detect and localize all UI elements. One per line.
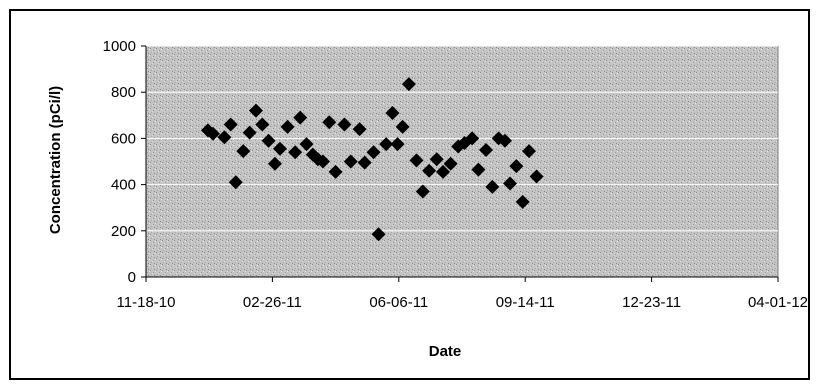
data-point: [343, 154, 358, 169]
data-point: [357, 155, 372, 170]
data-point: [503, 176, 518, 191]
data-point: [429, 152, 444, 167]
data-point: [352, 122, 367, 137]
data-point: [395, 119, 410, 134]
data-point: [299, 137, 314, 152]
x-tick-label: 11-18-10: [117, 294, 176, 311]
data-point: [293, 110, 308, 125]
data-point: [267, 156, 282, 171]
data-point: [288, 145, 303, 160]
data-point: [529, 169, 544, 184]
data-point: [465, 131, 480, 146]
x-tick-label: 02-26-11: [243, 294, 302, 311]
x-axis-title: Date: [429, 343, 462, 360]
data-point: [409, 153, 424, 168]
data-point: [443, 156, 458, 171]
data-point: [322, 115, 337, 130]
data-point: [521, 144, 536, 159]
data-point: [242, 125, 257, 140]
data-point: [315, 154, 330, 169]
y-tick-label: 400: [111, 177, 136, 194]
x-tick-label: 09-14-11: [496, 294, 555, 311]
data-point: [497, 133, 512, 148]
x-tick-label: 06-06-11: [369, 294, 428, 311]
data-point: [379, 137, 394, 152]
data-point: [366, 145, 381, 160]
data-point: [328, 164, 343, 179]
y-tick-label: 0: [128, 269, 136, 286]
data-point: [228, 175, 243, 190]
y-tick-label: 600: [111, 130, 136, 147]
data-point: [255, 117, 270, 132]
data-point: [236, 144, 251, 159]
data-point: [217, 130, 232, 145]
data-point: [223, 117, 238, 132]
data-point: [515, 194, 530, 209]
data-point: [479, 142, 494, 157]
x-tick-label: 04-01-12: [748, 294, 808, 311]
data-point: [422, 163, 437, 178]
data-point: [485, 179, 500, 194]
data-point: [272, 141, 287, 156]
data-point: [401, 77, 416, 92]
data-point: [337, 117, 352, 132]
data-point: [280, 119, 295, 134]
y-tick-label: 200: [111, 223, 136, 240]
y-axis-title: Concentration (pCi/l): [47, 86, 64, 234]
data-point: [390, 137, 405, 152]
axes: [145, 46, 778, 278]
data-point: [261, 133, 276, 148]
data-point: [385, 105, 400, 120]
data-point: [371, 227, 386, 242]
gridlines: [146, 45, 778, 232]
data-point: [248, 103, 263, 118]
plot-area: [145, 45, 779, 278]
data-point: [205, 126, 220, 141]
data-point: [471, 162, 486, 177]
x-axis-ticks: 11-18-10 02-26-11 06-06-11 09-14-11 12-23-11…: [117, 277, 808, 311]
x-tick-label: 12-23-11: [622, 294, 681, 311]
data-point: [436, 164, 451, 179]
y-tick-label: 1000: [103, 38, 136, 55]
data-point: [509, 159, 524, 174]
data-points: [200, 77, 544, 242]
y-axis-ticks: 0 200 400 600 800 1000: [103, 38, 146, 286]
data-point: [415, 184, 430, 199]
y-tick-label: 800: [111, 84, 136, 101]
